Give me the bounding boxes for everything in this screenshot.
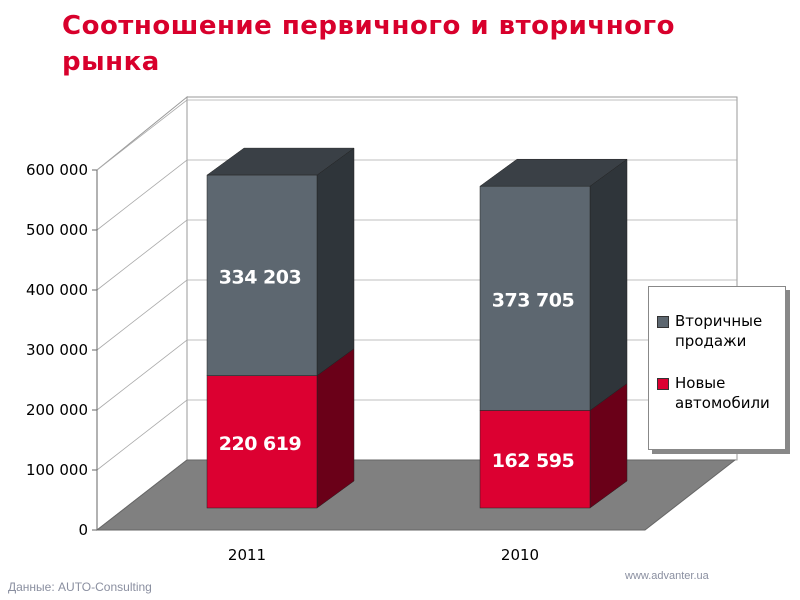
value-label: 334 203	[219, 266, 301, 288]
y-tick-label: 200 000	[26, 401, 88, 419]
y-tick-label: 300 000	[26, 341, 88, 359]
chart-title: Соотношение первичного и вторичного рынк…	[62, 11, 675, 77]
value-label: 220 619	[219, 433, 301, 455]
y-tick-label: 600 000	[26, 161, 88, 179]
bar	[206, 375, 318, 509]
y-tick-label: 500 000	[26, 221, 88, 239]
value-label: 373 705	[492, 289, 574, 311]
source-note: Данные: AUTO-Consulting	[8, 580, 152, 594]
bar-side	[316, 348, 355, 509]
legend-label: Вторичные продажи	[675, 312, 763, 350]
side-wall	[96, 95, 188, 532]
grid-line	[96, 99, 737, 171]
bar-side	[589, 158, 628, 411]
y-tick-label: 100 000	[26, 461, 88, 479]
x-tick-label: 2010	[501, 546, 539, 564]
x-tick-label: 2011	[228, 546, 266, 564]
legend-item: Вторичные продажи	[657, 311, 781, 351]
bar-side	[316, 147, 355, 377]
y-tick-label: 0	[78, 521, 88, 539]
floor	[95, 459, 737, 531]
bar	[479, 185, 591, 411]
legend-item: Новые автомобили	[657, 373, 781, 413]
bar	[206, 174, 318, 376]
legend: Вторичные продажи Новые автомобили	[648, 286, 786, 450]
site-url: www.advanter.ua	[625, 570, 709, 582]
y-tick-label: 400 000	[26, 281, 88, 299]
value-label: 162 595	[492, 450, 574, 472]
legend-swatch	[657, 378, 669, 390]
legend-swatch	[657, 316, 669, 328]
legend-label: Новые автомобили	[675, 374, 770, 412]
bar	[479, 410, 591, 509]
